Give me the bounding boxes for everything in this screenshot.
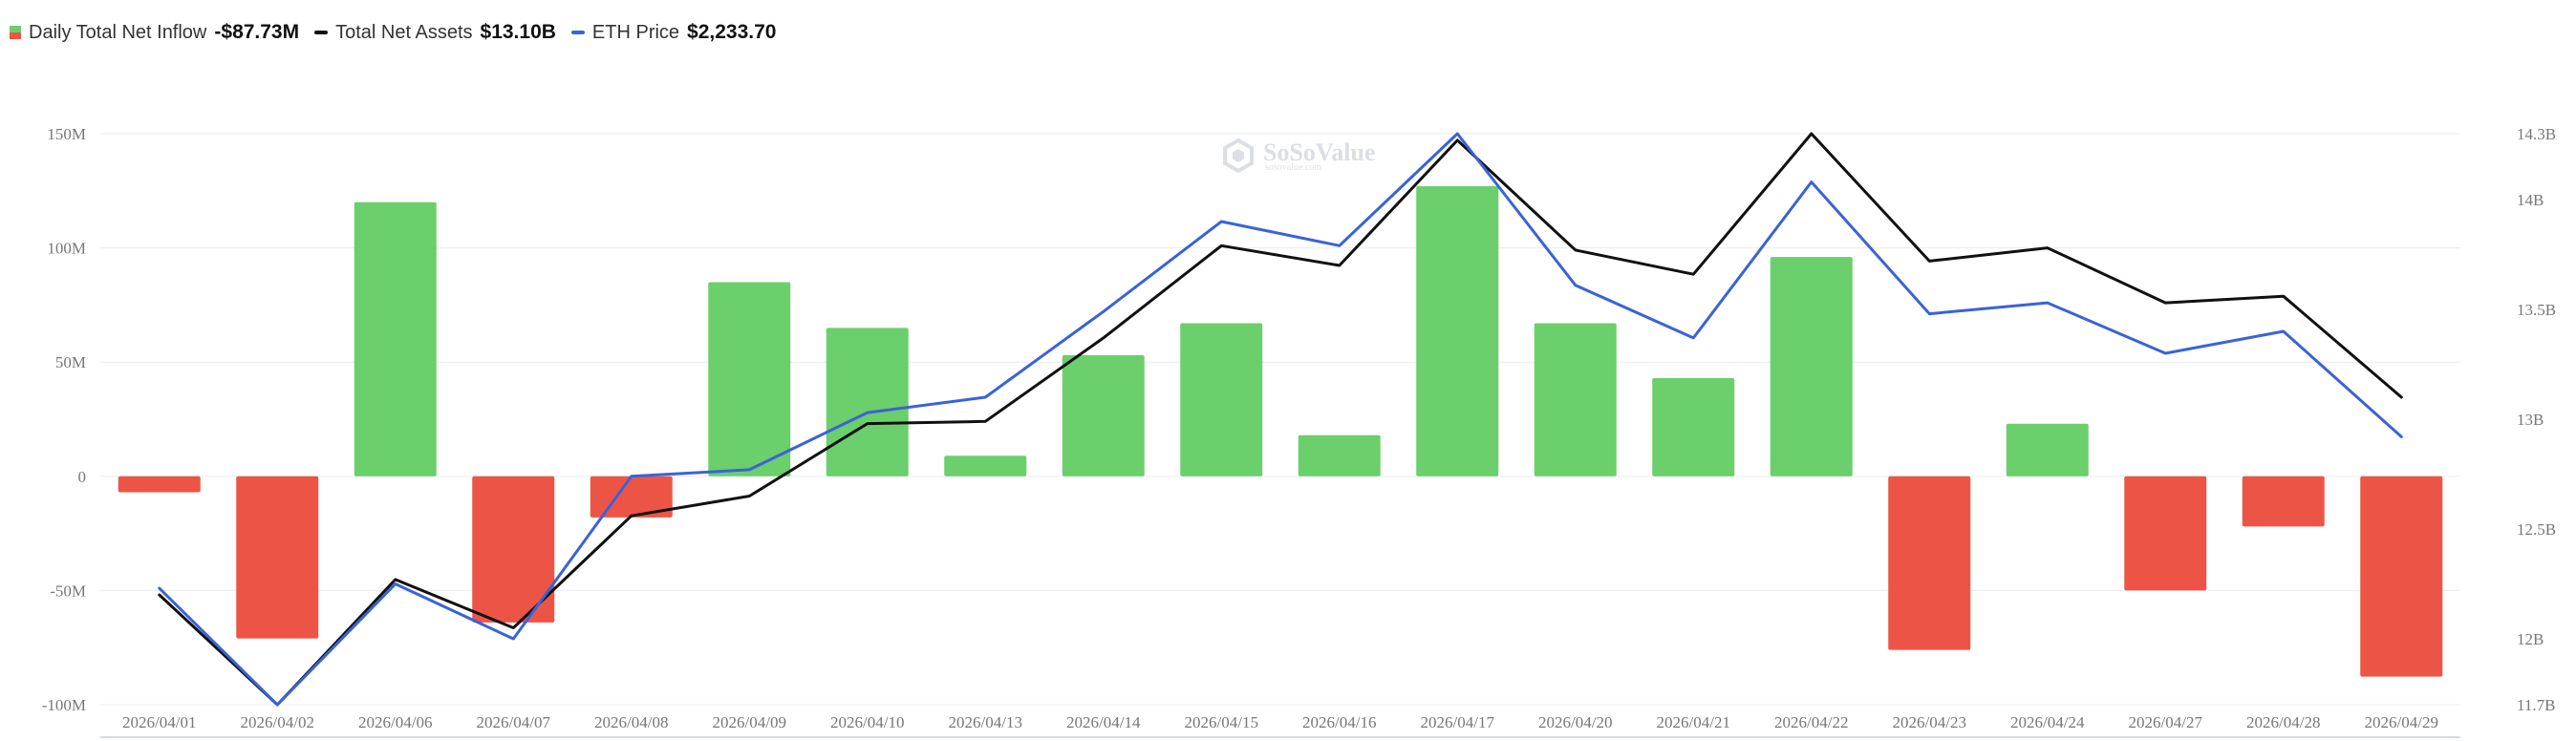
legend-label-net-assets: Total Net Assets (335, 21, 473, 43)
x-tick-label: 2026/04/06 (358, 713, 432, 731)
inflow-bar-negative (118, 476, 201, 493)
legend-item-net-assets[interactable]: Total Net Assets $13.10B (314, 21, 556, 44)
x-tick-label: 2026/04/01 (122, 713, 196, 731)
inflow-bar-negative (2124, 476, 2207, 591)
x-tick-label: 2026/04/22 (1774, 713, 1848, 731)
x-tick-label: 2026/04/23 (1893, 713, 1966, 731)
sosovalue-watermark: SoSoValue sosovalue.com (1223, 138, 1376, 174)
watermark-sub: sosovalue.com (1265, 162, 1321, 173)
x-tick-label: 2026/04/29 (2365, 713, 2438, 731)
sosovalue-logo-icon (1223, 138, 1254, 174)
inflow-bar-positive (1534, 323, 1617, 476)
inflow-bar-positive (1298, 434, 1381, 476)
net-assets-line (158, 132, 2403, 707)
inflow-bar-positive (1180, 323, 1263, 476)
net-assets-swatch (314, 31, 329, 34)
y-right-tick-label: 12B (2517, 630, 2544, 648)
x-tick-label: 2026/04/27 (2129, 713, 2203, 731)
left-axis: 150M 100M 50M 0 -50M -100M (42, 125, 86, 714)
legend-value-net-inflow: -$87.73M (214, 21, 300, 43)
legend-item-eth-price[interactable]: ETH Price $2,233.70 (570, 21, 777, 44)
x-tick-label: 2026/04/20 (1538, 713, 1612, 731)
inflow-bar-positive (708, 282, 791, 476)
x-tick-label: 2026/04/09 (713, 713, 786, 731)
y-left-tick-label: 100M (47, 240, 86, 258)
y-left-tick-label: 50M (55, 353, 86, 371)
inflow-bar-negative (236, 476, 319, 639)
eth-price-line (158, 132, 2403, 707)
inflow-bar-negative (590, 476, 673, 518)
legend-value-net-assets: $13.10B (480, 21, 556, 43)
line-series (158, 132, 2403, 707)
y-right-tick-label: 14.3B (2517, 125, 2556, 143)
x-tick-label: 2026/04/16 (1302, 713, 1376, 731)
net-inflow-swatch (10, 26, 21, 39)
legend-value-eth-price: $2,233.70 (687, 21, 777, 43)
inflow-bar-negative (2242, 476, 2325, 527)
x-tick-label: 2026/04/07 (477, 713, 551, 731)
y-right-tick-label: 13.5B (2517, 301, 2556, 319)
x-tick-label: 2026/04/13 (949, 713, 1022, 731)
y-right-tick-label: 14B (2517, 191, 2544, 209)
y-right-tick-label: 11.7B (2517, 696, 2555, 714)
inflow-bar-positive (1062, 355, 1145, 476)
inflow-bar-positive (1770, 257, 1853, 476)
watermark-name: SoSoValue (1263, 138, 1376, 166)
inflow-bar-positive (354, 201, 437, 476)
y-right-tick-label: 13B (2517, 411, 2544, 429)
y-left-tick-label: 0 (78, 468, 87, 486)
legend-label-net-inflow: Daily Total Net Inflow (29, 21, 207, 43)
inflow-bar-positive (1416, 186, 1499, 476)
x-tick-label: 2026/04/02 (241, 713, 314, 731)
x-tick-label: 2026/04/15 (1185, 713, 1258, 731)
x-tick-label: 2026/04/14 (1066, 713, 1141, 731)
grid-lines (100, 133, 2460, 706)
x-tick-label: 2026/04/24 (2010, 713, 2085, 731)
inflow-bar-positive (1652, 377, 1735, 476)
y-left-tick-label: -50M (50, 582, 86, 600)
inflow-bar-positive (826, 328, 909, 476)
x-axis: 2026/04/01 2026/04/02 2026/04/06 2026/04/07… (100, 713, 2460, 738)
x-tick-label: 2026/04/17 (1421, 713, 1495, 731)
right-axis: 14.3B 14B 13.5B 13B 12.5B 12B 11.7B (2517, 125, 2556, 714)
inflow-bar-positive (944, 455, 1027, 476)
inflow-bar-negative (1888, 476, 1971, 650)
y-left-tick-label: -100M (42, 696, 86, 714)
x-tick-label: 2026/04/21 (1657, 713, 1730, 731)
inflow-bar-negative (472, 476, 555, 623)
chart-legend: Daily Total Net Inflow -$87.73M Total Ne… (10, 15, 776, 50)
inflow-bar-positive (2006, 423, 2089, 476)
x-tick-label: 2026/04/28 (2246, 713, 2320, 731)
inflow-bar-negative (2360, 476, 2443, 677)
x-tick-label: 2026/04/08 (594, 713, 668, 731)
x-tick-label: 2026/04/10 (830, 713, 904, 731)
eth-price-swatch (570, 31, 585, 34)
legend-label-eth-price: ETH Price (591, 21, 680, 43)
legend-item-net-inflow[interactable]: Daily Total Net Inflow -$87.73M (10, 21, 299, 44)
net-inflow-bars (118, 186, 2443, 677)
y-right-tick-label: 12.5B (2517, 520, 2556, 539)
y-left-tick-label: 150M (47, 125, 86, 143)
